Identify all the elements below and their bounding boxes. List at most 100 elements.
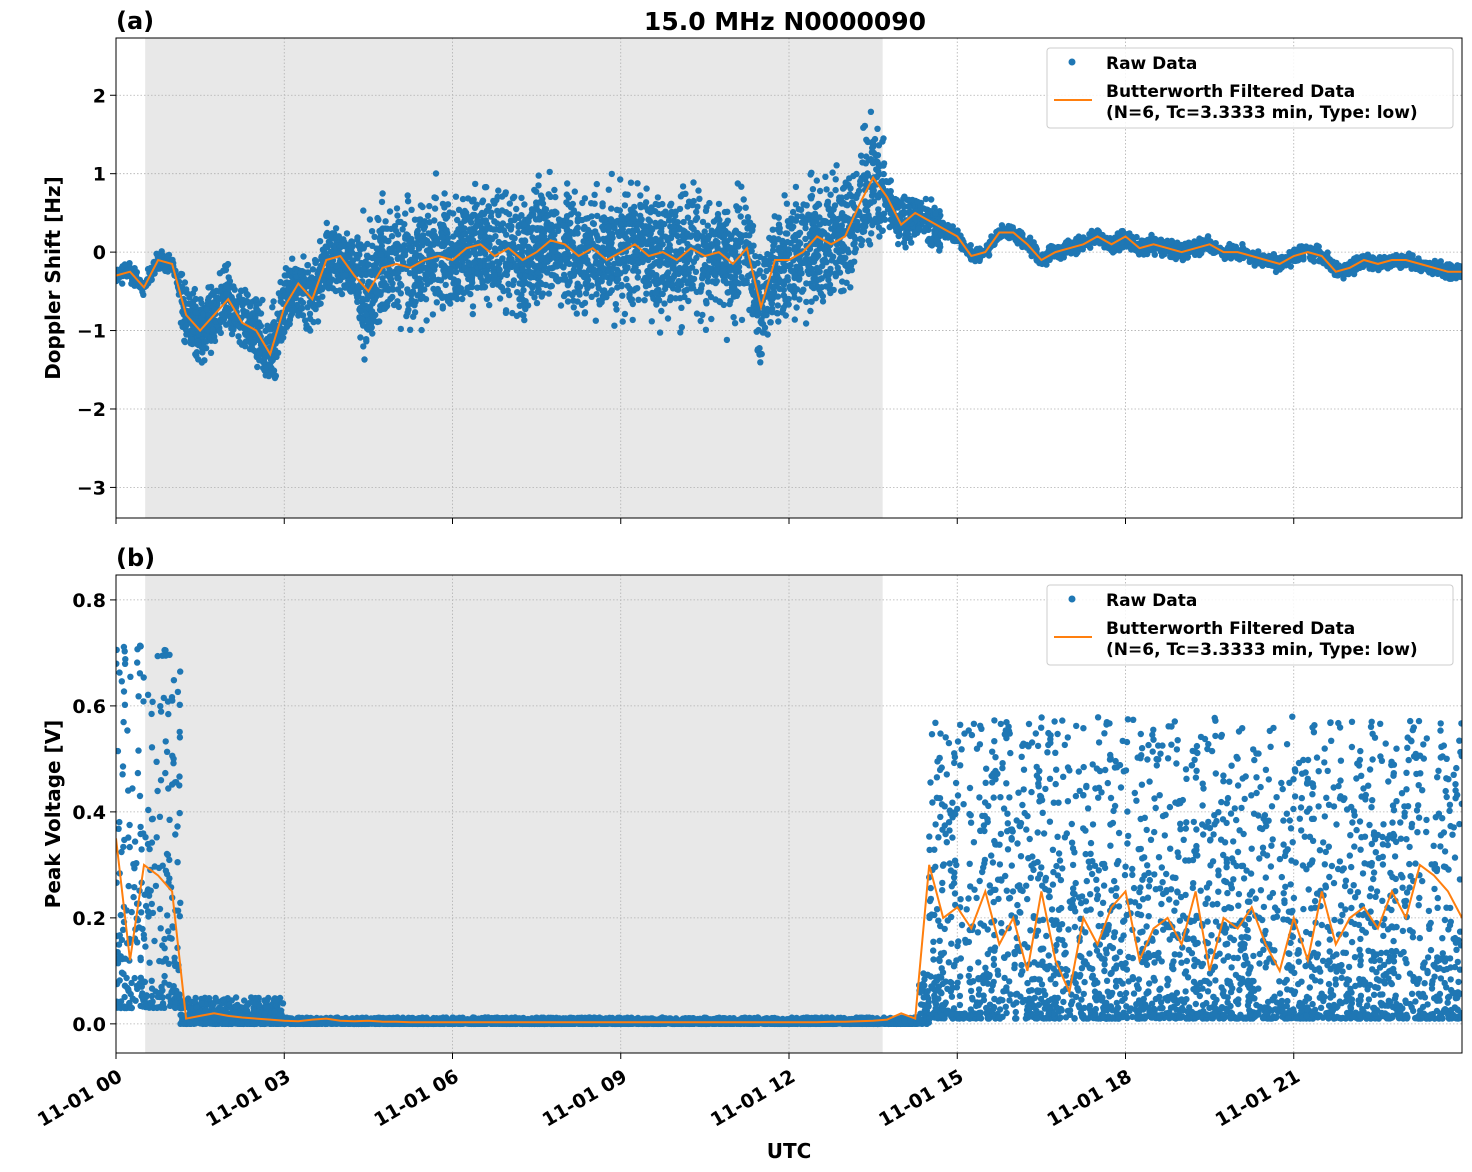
raw-data-point bbox=[348, 249, 356, 256]
y-tick-label: 0 bbox=[93, 242, 106, 264]
raw-data-point bbox=[253, 301, 260, 309]
raw-data-point bbox=[655, 201, 662, 209]
raw-data-point bbox=[189, 301, 197, 309]
raw-data-point bbox=[637, 192, 644, 199]
raw-data-point bbox=[279, 287, 287, 294]
raw-data-point bbox=[560, 222, 567, 230]
raw-data-point bbox=[816, 221, 824, 228]
raw-data-point bbox=[614, 276, 622, 283]
raw-data-point bbox=[577, 262, 584, 269]
raw-data-point bbox=[236, 338, 243, 346]
raw-data-point bbox=[503, 271, 511, 279]
raw-data-point bbox=[684, 214, 692, 221]
raw-data-point bbox=[576, 291, 583, 298]
raw-data-point bbox=[731, 320, 739, 327]
raw-data-point bbox=[933, 237, 941, 244]
raw-data-point bbox=[784, 218, 792, 225]
raw-data-point bbox=[357, 308, 364, 315]
raw-data-point bbox=[812, 278, 820, 286]
raw-data-point bbox=[358, 271, 365, 279]
raw-data-point bbox=[744, 225, 751, 232]
raw-data-point bbox=[823, 186, 830, 193]
raw-data-point bbox=[706, 199, 713, 207]
raw-data-point bbox=[484, 277, 491, 284]
raw-data-point bbox=[902, 244, 909, 251]
raw-data-point bbox=[478, 284, 485, 291]
raw-data-point bbox=[203, 306, 210, 313]
raw-data-point bbox=[808, 298, 815, 305]
raw-data-point bbox=[638, 216, 645, 223]
raw-data-point bbox=[497, 283, 505, 290]
raw-data-point bbox=[813, 177, 820, 184]
raw-data-point bbox=[782, 255, 789, 262]
raw-data-point bbox=[740, 196, 747, 203]
raw-data-point bbox=[225, 274, 232, 281]
raw-data-point bbox=[617, 241, 625, 249]
raw-data-point bbox=[188, 336, 195, 343]
raw-data-point bbox=[798, 288, 806, 295]
raw-data-point bbox=[922, 224, 929, 231]
raw-data-point bbox=[714, 254, 721, 261]
raw-data-point bbox=[543, 257, 550, 264]
raw-data-point bbox=[526, 281, 533, 288]
raw-data-point bbox=[555, 227, 562, 234]
raw-data-point bbox=[548, 209, 555, 216]
raw-data-point bbox=[805, 211, 812, 218]
raw-data-point bbox=[644, 269, 652, 277]
raw-data-point bbox=[502, 189, 509, 196]
raw-data-point bbox=[885, 178, 892, 186]
raw-data-point bbox=[283, 272, 290, 279]
raw-data-point bbox=[742, 232, 750, 239]
raw-data-point bbox=[304, 262, 311, 269]
raw-data-point bbox=[256, 357, 263, 364]
raw-data-point bbox=[608, 205, 615, 212]
raw-data-point bbox=[472, 224, 479, 231]
raw-data-point bbox=[635, 259, 642, 267]
raw-data-point bbox=[678, 324, 685, 331]
raw-data-point bbox=[894, 204, 902, 211]
raw-data-point bbox=[594, 281, 602, 288]
raw-data-point bbox=[908, 239, 915, 246]
raw-data-point bbox=[223, 304, 231, 311]
raw-data-point bbox=[616, 232, 623, 240]
raw-data-point bbox=[411, 257, 419, 264]
raw-data-point bbox=[638, 241, 645, 248]
raw-data-point bbox=[728, 274, 735, 281]
raw-data-point bbox=[443, 227, 450, 234]
raw-data-point bbox=[829, 213, 836, 220]
raw-data-point bbox=[319, 284, 327, 291]
raw-data-point bbox=[445, 271, 452, 279]
raw-data-point bbox=[441, 190, 448, 197]
raw-data-point bbox=[641, 297, 648, 304]
raw-data-point bbox=[414, 279, 421, 287]
raw-data-point bbox=[664, 315, 672, 322]
raw-data-point bbox=[317, 263, 324, 270]
raw-data-point bbox=[863, 136, 870, 143]
raw-data-point bbox=[465, 267, 472, 274]
raw-data-point bbox=[281, 328, 288, 336]
raw-data-point bbox=[164, 253, 171, 260]
raw-data-point bbox=[345, 280, 352, 287]
raw-data-point bbox=[687, 219, 694, 227]
raw-data-point bbox=[394, 212, 401, 219]
raw-data-point bbox=[584, 257, 591, 264]
raw-data-point bbox=[711, 270, 718, 277]
raw-data-point bbox=[588, 213, 595, 220]
raw-data-point bbox=[869, 159, 877, 167]
raw-data-point bbox=[699, 311, 706, 319]
raw-data-point bbox=[858, 222, 866, 230]
raw-data-point bbox=[384, 249, 391, 257]
raw-data-point bbox=[450, 210, 457, 217]
raw-data-point bbox=[443, 249, 450, 257]
raw-data-point bbox=[495, 278, 502, 285]
raw-data-point bbox=[235, 322, 242, 330]
raw-data-point bbox=[819, 293, 826, 300]
raw-data-point bbox=[882, 201, 889, 208]
raw-data-point bbox=[394, 298, 401, 305]
raw-data-point bbox=[468, 283, 476, 291]
raw-data-point bbox=[600, 226, 607, 233]
raw-data-point bbox=[610, 260, 618, 268]
raw-data-point bbox=[668, 200, 675, 207]
raw-data-point bbox=[389, 293, 396, 301]
